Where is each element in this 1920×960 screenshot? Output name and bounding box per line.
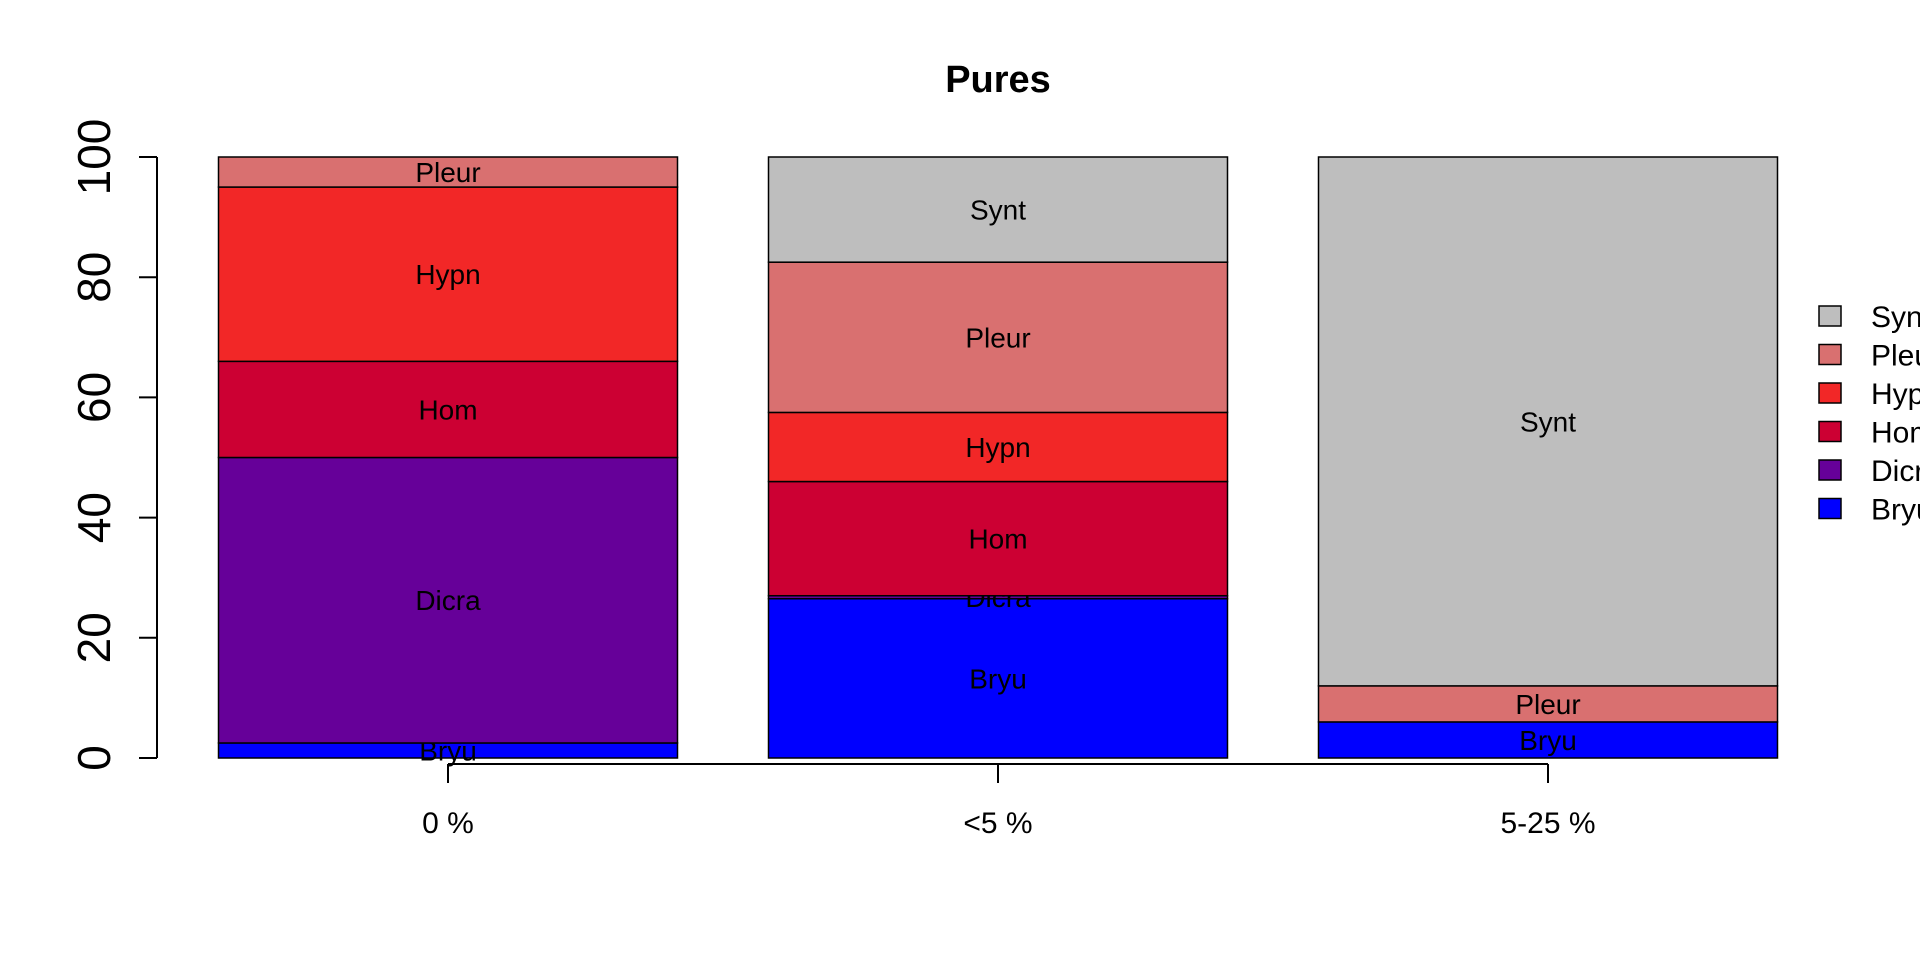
bar-segment-label: Bryu — [969, 663, 1027, 694]
bar-segment-label: Synt — [1520, 406, 1576, 437]
bar-segment-label: Hypn — [965, 432, 1030, 463]
bar-segment-label: Pleur — [415, 157, 480, 188]
legend-label: Bryu — [1871, 494, 1920, 527]
bar-segment-pleur — [767, 261, 1229, 414]
legend-swatch — [1818, 497, 1842, 520]
bar-segment-synt — [767, 156, 1229, 263]
chart-title: Pures — [945, 59, 1051, 101]
y-axis: 0 20 40 60 80 100 — [68, 119, 158, 771]
legend-swatch — [1818, 305, 1842, 327]
bar-stack: Bryu Pleur Synt — [1317, 156, 1779, 759]
bar-segment-label: Pleur — [1515, 689, 1580, 720]
y-tick-label: 40 — [68, 492, 120, 543]
legend-label: Pleur — [1871, 340, 1920, 373]
x-tick-label: 5-25 % — [1500, 807, 1595, 840]
bar-segment-bryu — [1317, 721, 1779, 759]
bar-segment-label: Hom — [418, 394, 477, 425]
y-tick-label: 100 — [68, 119, 120, 196]
bar-segment-label: Bryu — [1519, 725, 1577, 756]
bars: BryuDicraHomHypnPleurBryuDicraHomHypnPle… — [217, 156, 1779, 766]
bar-segment-hypn — [767, 411, 1229, 483]
bar-segment-hom — [217, 360, 679, 459]
legend-swatch — [1818, 420, 1842, 443]
y-tick-label: 60 — [68, 372, 120, 423]
bar-segment-pleur — [217, 156, 679, 188]
legend-label: Synt — [1871, 301, 1920, 334]
bar-segment-label: Hypn — [415, 259, 480, 290]
legend-label: Hom — [1871, 417, 1920, 450]
bar-segment-hom — [767, 480, 1229, 597]
bar-segment-label: Pleur — [965, 322, 1030, 353]
x-tick-label: 0 % — [422, 807, 474, 840]
legend: Synt Pleur Hypn Hom Dicra Bryu — [1818, 301, 1920, 527]
y-tick-label: 0 — [68, 745, 120, 771]
legend-swatch — [1818, 382, 1842, 404]
bar-segment-label: Hom — [968, 524, 1027, 555]
x-axis: 0 % <5 % 5-25 % — [422, 763, 1596, 840]
legend-label: Dicra — [1871, 455, 1920, 488]
x-tick-label: <5 % — [963, 807, 1032, 840]
legend-swatch — [1818, 459, 1842, 481]
legend-label: Hypn — [1871, 378, 1920, 411]
bar-segment-dicra — [217, 456, 679, 744]
bar-segment-bryu — [767, 597, 1229, 759]
bar-segment-label: Synt — [970, 195, 1026, 226]
bar-segment-pleur — [1317, 685, 1779, 723]
bar-segment-synt — [1317, 156, 1779, 687]
bar-segment-hypn — [217, 186, 679, 363]
y-tick-label: 20 — [68, 612, 120, 663]
legend-swatch — [1818, 343, 1842, 366]
y-tick-label: 80 — [68, 252, 120, 303]
bar-segment-label: Dicra — [415, 585, 481, 616]
